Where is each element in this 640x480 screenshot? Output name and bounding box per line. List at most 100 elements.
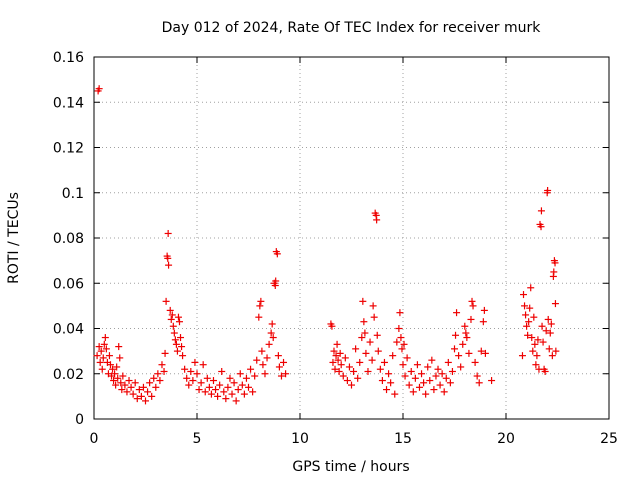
- data-point: [534, 336, 542, 344]
- data-point: [455, 352, 463, 360]
- data-point: [131, 379, 139, 387]
- data-point: [226, 374, 234, 382]
- data-point: [465, 349, 473, 357]
- data-point: [370, 313, 378, 321]
- data-point: [105, 352, 113, 360]
- data-point: [548, 352, 556, 360]
- data-point: [160, 367, 168, 375]
- data-point: [452, 331, 460, 339]
- data-point: [462, 329, 470, 337]
- data-point: [203, 374, 211, 382]
- data-point: [267, 329, 275, 337]
- data-point: [230, 379, 238, 387]
- data-point: [193, 370, 201, 378]
- data-point: [401, 372, 409, 380]
- data-point: [352, 345, 360, 353]
- data-point: [334, 356, 342, 364]
- data-point: [356, 358, 364, 366]
- data-point: [333, 340, 341, 348]
- data-point: [98, 365, 106, 373]
- data-point: [209, 377, 217, 385]
- data-point: [413, 361, 421, 369]
- grid-lines: [94, 57, 609, 419]
- data-point: [420, 379, 428, 387]
- y-tick-label: 0.12: [53, 141, 84, 157]
- data-point: [522, 311, 530, 319]
- data-point: [345, 363, 353, 371]
- data-point: [273, 250, 281, 258]
- data-point: [533, 352, 541, 360]
- data-point: [125, 377, 133, 385]
- data-point: [331, 365, 339, 373]
- y-tick-label: 0.06: [53, 276, 84, 292]
- data-point: [396, 309, 404, 317]
- data-point: [551, 259, 559, 267]
- data-point: [542, 327, 550, 335]
- data-point: [354, 374, 362, 382]
- data-point: [399, 361, 407, 369]
- data-point: [393, 338, 401, 346]
- data-point: [115, 343, 123, 351]
- data-point: [169, 322, 177, 330]
- data-point: [139, 383, 147, 391]
- data-point: [538, 322, 546, 330]
- data-point: [220, 388, 228, 396]
- data-point: [398, 345, 406, 353]
- data-point: [148, 392, 156, 400]
- data-point: [385, 370, 393, 378]
- data-point: [170, 329, 178, 337]
- data-point: [257, 297, 265, 305]
- data-point: [119, 372, 127, 380]
- axis-ticks: 0 0.02 0.04 0.06 0.08 0.1 0.12 0.14 0.16 0 5 10 15 20…: [53, 50, 618, 447]
- data-point: [488, 377, 496, 385]
- data-point: [95, 85, 103, 93]
- data-point: [114, 374, 122, 382]
- data-point: [550, 268, 558, 276]
- data-point: [523, 322, 531, 330]
- data-point: [546, 329, 554, 337]
- data-point: [173, 347, 181, 355]
- data-point: [187, 367, 195, 375]
- data-point: [111, 370, 119, 378]
- data-point: [166, 306, 174, 314]
- data-point: [457, 363, 465, 371]
- data-point: [537, 207, 545, 215]
- data-point: [161, 349, 169, 357]
- data-point: [360, 318, 368, 326]
- data-point: [253, 356, 261, 364]
- data-point: [343, 377, 351, 385]
- data-point: [434, 365, 442, 373]
- data-point: [461, 322, 469, 330]
- data-point: [468, 297, 476, 305]
- data-point: [551, 300, 559, 308]
- data-point: [481, 349, 489, 357]
- data-point: [442, 374, 450, 382]
- x-tick-label: 25: [600, 431, 618, 447]
- x-tick-label: 15: [394, 431, 412, 447]
- data-point: [348, 381, 355, 389]
- data-point: [212, 386, 220, 394]
- data-point: [391, 390, 399, 398]
- data-point: [403, 354, 411, 362]
- data-point: [541, 367, 549, 375]
- data-point: [234, 386, 242, 394]
- data-point: [440, 388, 448, 396]
- data-point: [424, 363, 432, 371]
- data-point: [118, 386, 126, 394]
- data-point: [426, 377, 434, 385]
- data-point: [378, 377, 386, 385]
- plot-frame: [93, 56, 610, 420]
- data-point: [99, 354, 107, 362]
- data-point: [199, 361, 207, 369]
- data-point: [361, 329, 369, 337]
- data-point: [127, 383, 135, 391]
- data-point: [261, 370, 269, 378]
- x-tick-label: 5: [193, 431, 202, 447]
- x-tick-label: 0: [90, 431, 99, 447]
- data-point: [544, 186, 552, 194]
- data-point: [109, 365, 117, 373]
- data-point: [528, 334, 536, 342]
- x-tick-label: 20: [497, 431, 515, 447]
- data-point: [432, 372, 440, 380]
